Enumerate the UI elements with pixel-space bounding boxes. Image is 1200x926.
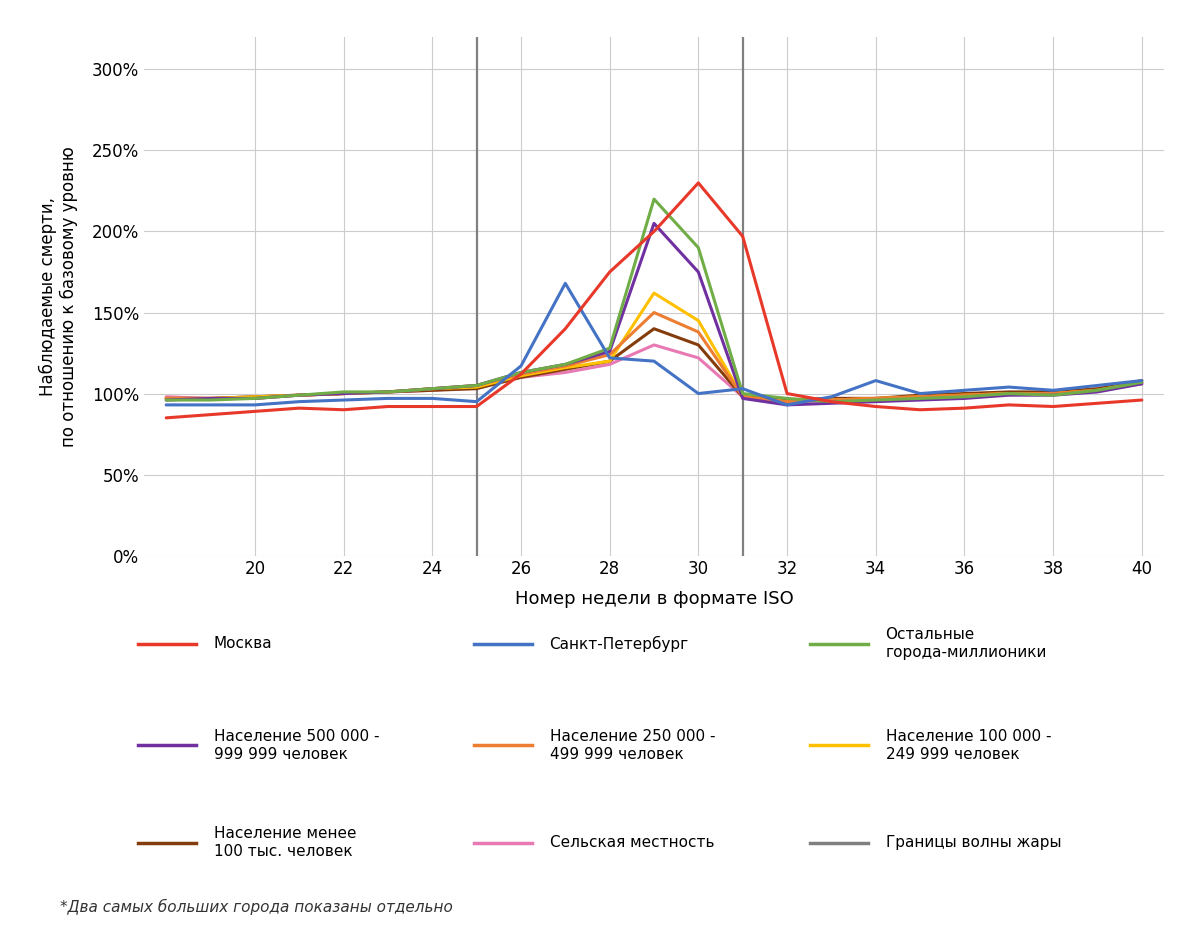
Text: Сельская местность: Сельская местность: [550, 835, 714, 850]
Text: Остальные
города-миллионики: Остальные города-миллионики: [886, 628, 1046, 659]
Text: Население 500 000 -
999 999 человек: Население 500 000 - 999 999 человек: [214, 730, 379, 761]
Y-axis label: Наблюдаемые смерти,
по отношению к базовому уровню: Наблюдаемые смерти, по отношению к базов…: [38, 146, 78, 446]
Text: Население 250 000 -
499 999 человек: Население 250 000 - 499 999 человек: [550, 730, 715, 761]
Text: *Два самых больших города показаны отдельно: *Два самых больших города показаны отдел…: [60, 899, 452, 915]
Text: Границы волны жары: Границы волны жары: [886, 835, 1061, 850]
X-axis label: Номер недели в формате ISO: Номер недели в формате ISO: [515, 590, 793, 607]
Text: Санкт-Петербург: Санкт-Петербург: [550, 635, 689, 652]
Text: Население менее
100 тыс. человек: Население менее 100 тыс. человек: [214, 827, 356, 858]
Text: Население 100 000 -
249 999 человек: Население 100 000 - 249 999 человек: [886, 730, 1051, 761]
Text: Москва: Москва: [214, 636, 272, 651]
